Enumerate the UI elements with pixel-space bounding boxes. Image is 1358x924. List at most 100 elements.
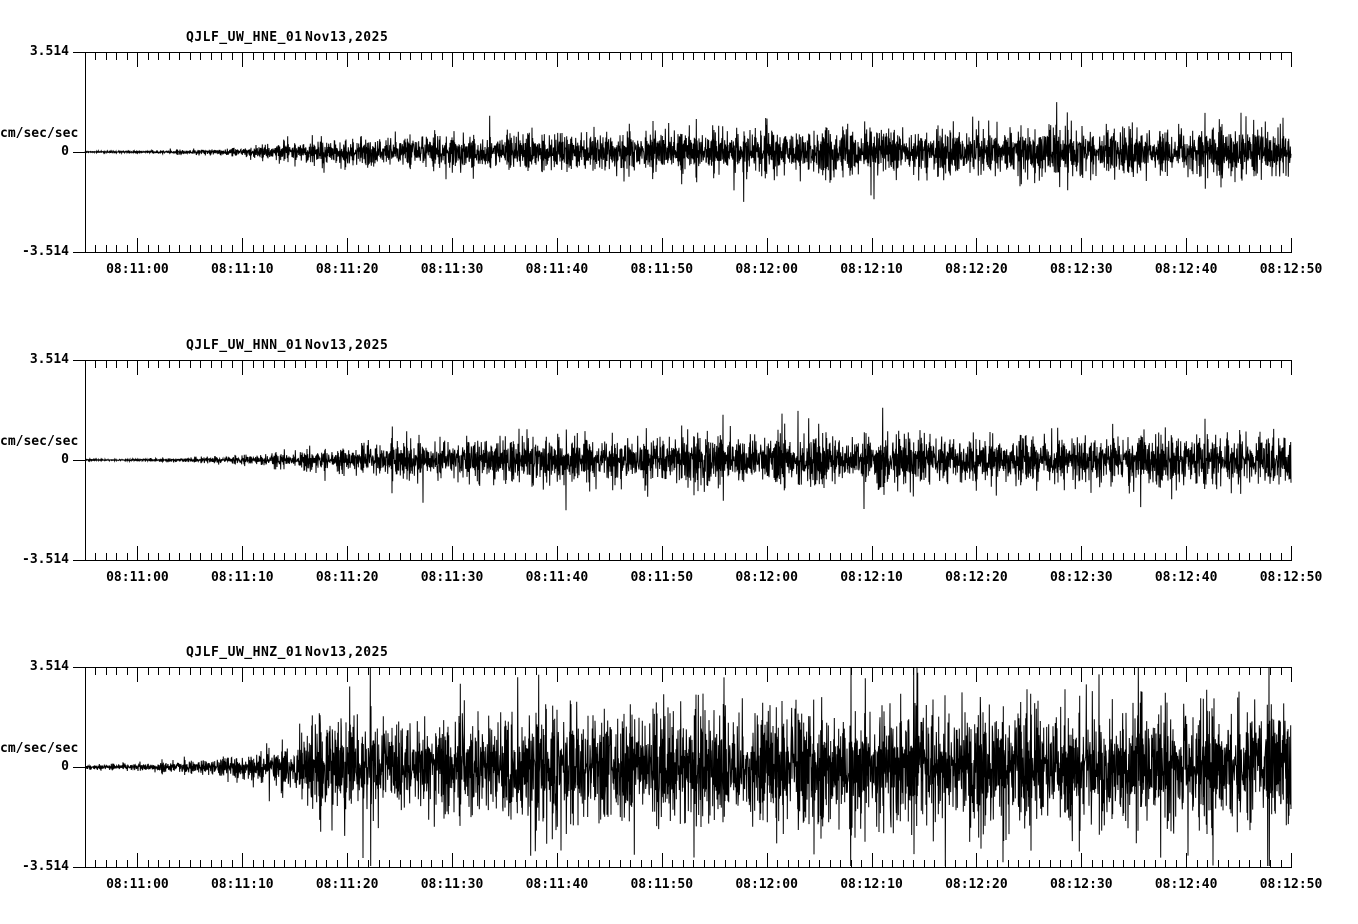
x-major-tick-top xyxy=(872,53,873,67)
x-axis-tick-label: 08:11:00 xyxy=(106,877,169,892)
x-minor-tick-top xyxy=(966,668,967,675)
x-minor-tick-top xyxy=(924,53,925,60)
x-minor-tick-bottom xyxy=(221,860,222,867)
x-minor-tick-top xyxy=(913,53,914,60)
x-minor-tick-bottom xyxy=(179,245,180,252)
x-axis-tick-label: 08:12:00 xyxy=(735,570,798,585)
x-minor-tick-top xyxy=(179,668,180,675)
x-minor-tick-top xyxy=(326,53,327,60)
x-minor-tick-top xyxy=(567,668,568,675)
x-minor-tick-top xyxy=(955,361,956,368)
x-minor-tick-top xyxy=(211,668,212,675)
x-minor-tick-bottom xyxy=(358,860,359,867)
x-minor-tick-top xyxy=(410,361,411,368)
x-minor-tick-bottom xyxy=(725,553,726,560)
x-minor-tick-top xyxy=(431,53,432,60)
y-tick-zero xyxy=(73,152,85,153)
x-minor-tick-top xyxy=(1102,361,1103,368)
x-minor-tick-top xyxy=(641,361,642,368)
x-axis-tick-label: 08:11:30 xyxy=(420,262,484,277)
x-minor-tick-top xyxy=(116,668,117,675)
x-axis-tick-label: 08:11:50 xyxy=(630,262,694,277)
x-minor-tick-bottom xyxy=(1260,860,1261,867)
x-minor-tick-bottom xyxy=(1165,553,1166,560)
x-minor-tick-top xyxy=(851,53,852,60)
x-minor-tick-bottom xyxy=(1218,860,1219,867)
x-minor-tick-top xyxy=(1197,668,1198,675)
x-minor-tick-bottom xyxy=(116,245,117,252)
x-minor-tick-bottom xyxy=(578,245,579,252)
x-minor-tick-top xyxy=(253,361,254,368)
x-minor-tick-top xyxy=(704,361,705,368)
x-minor-tick-top xyxy=(484,361,485,368)
x-minor-tick-top xyxy=(442,53,443,60)
x-minor-tick-top xyxy=(85,53,86,60)
x-minor-tick-bottom xyxy=(830,553,831,560)
x-minor-tick-top xyxy=(1155,53,1156,60)
x-minor-tick-bottom xyxy=(1218,553,1219,560)
bottom-axis-line xyxy=(85,867,1292,868)
x-minor-tick-bottom xyxy=(1008,553,1009,560)
x-minor-tick-top xyxy=(1218,53,1219,60)
x-major-tick-top xyxy=(557,668,558,682)
x-minor-tick-bottom xyxy=(158,553,159,560)
x-minor-tick-top xyxy=(232,668,233,675)
x-minor-tick-top xyxy=(127,53,128,60)
x-minor-tick-bottom xyxy=(1176,245,1177,252)
x-minor-tick-top xyxy=(169,361,170,368)
x-minor-tick-top xyxy=(1050,53,1051,60)
x-minor-tick-top xyxy=(1071,361,1072,368)
x-minor-tick-bottom xyxy=(504,860,505,867)
x-minor-tick-top xyxy=(735,53,736,60)
x-major-tick-bottom xyxy=(452,853,453,867)
x-minor-tick-bottom xyxy=(924,553,925,560)
x-minor-tick-bottom xyxy=(253,553,254,560)
x-minor-tick-top xyxy=(578,668,579,675)
y-axis-label-zero: 0 xyxy=(61,759,69,774)
x-minor-tick-top xyxy=(1134,668,1135,675)
x-minor-tick-bottom xyxy=(253,860,254,867)
x-minor-tick-bottom xyxy=(882,553,883,560)
x-axis-tick-label: 08:11:30 xyxy=(420,877,484,892)
x-minor-tick-top xyxy=(693,53,694,60)
x-minor-tick-top xyxy=(284,668,285,675)
y-tick-max xyxy=(73,52,85,53)
x-minor-tick-bottom xyxy=(473,860,474,867)
x-minor-tick-top xyxy=(934,53,935,60)
x-minor-tick-top xyxy=(274,668,275,675)
x-minor-tick-bottom xyxy=(316,553,317,560)
x-minor-tick-bottom xyxy=(809,245,810,252)
x-minor-tick-top xyxy=(1260,361,1261,368)
x-minor-tick-bottom xyxy=(966,245,967,252)
x-minor-tick-bottom xyxy=(525,553,526,560)
panel-title-hnn: QJLF_UW_HNN_01 xyxy=(186,338,303,353)
x-minor-tick-top xyxy=(1071,53,1072,60)
x-minor-tick-bottom xyxy=(630,860,631,867)
x-minor-tick-top xyxy=(934,361,935,368)
x-major-tick-top xyxy=(1081,361,1082,375)
x-minor-tick-top xyxy=(997,53,998,60)
x-minor-tick-bottom xyxy=(515,553,516,560)
x-minor-tick-bottom xyxy=(1281,245,1282,252)
x-major-tick-top xyxy=(872,668,873,682)
x-axis-tick-label: 08:11:20 xyxy=(315,570,379,585)
x-minor-tick-bottom xyxy=(641,860,642,867)
x-minor-tick-bottom xyxy=(788,245,789,252)
x-minor-tick-bottom xyxy=(1134,860,1135,867)
x-minor-tick-top xyxy=(211,361,212,368)
x-minor-tick-top xyxy=(1176,361,1177,368)
x-minor-tick-top xyxy=(746,53,747,60)
x-minor-tick-bottom xyxy=(1155,245,1156,252)
x-minor-tick-bottom xyxy=(567,245,568,252)
x-minor-tick-bottom xyxy=(232,245,233,252)
x-minor-tick-bottom xyxy=(756,860,757,867)
x-minor-tick-bottom xyxy=(934,860,935,867)
x-minor-tick-top xyxy=(284,53,285,60)
x-major-tick-bottom xyxy=(976,853,977,867)
x-minor-tick-top xyxy=(1050,668,1051,675)
x-minor-tick-bottom xyxy=(358,553,359,560)
x-minor-tick-bottom xyxy=(1165,245,1166,252)
x-minor-tick-top xyxy=(1165,53,1166,60)
x-minor-tick-bottom xyxy=(337,245,338,252)
